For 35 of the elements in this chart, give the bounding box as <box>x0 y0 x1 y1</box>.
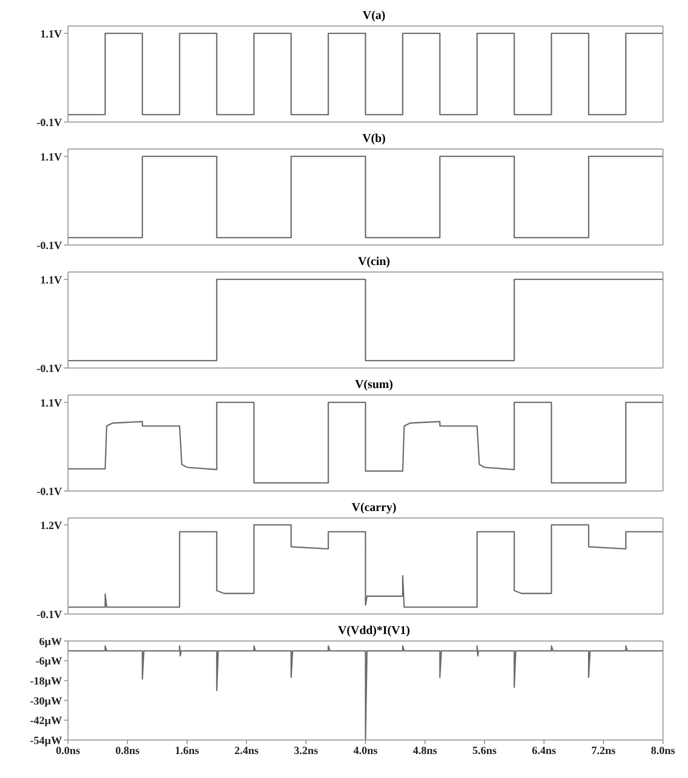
x-tick-label: 4.8ns <box>412 744 438 757</box>
y-tick-label: -0.1V <box>36 116 62 129</box>
x-tick-label: 2.4ns <box>234 744 260 757</box>
y-tick-label: -42µW <box>30 715 62 728</box>
chart-title: V(carry) <box>350 500 398 515</box>
y-tick-label: -0.1V <box>36 486 62 498</box>
y-tick-label: -0.1V <box>36 240 62 252</box>
x-tick-label: 5.6ns <box>472 744 498 757</box>
y-tick-label: -18µW <box>30 676 62 688</box>
x-tick-label: 0.0ns <box>56 744 81 757</box>
chart-title: V(sum) <box>354 377 394 392</box>
x-tick-label: 0.8ns <box>115 744 140 757</box>
chart-title: V(Vdd)*I(V1) <box>338 623 410 637</box>
y-tick-label: 1.2V <box>40 520 62 532</box>
y-tick-label: 1.1V <box>40 28 62 40</box>
chart-title: V(cin) <box>357 254 391 269</box>
y-tick-label: 1.1V <box>40 397 62 410</box>
y-tick-label: 1.1V <box>40 274 62 286</box>
y-tick-label: 6µW <box>39 636 62 648</box>
chart-title: V(a) <box>362 8 386 23</box>
line-series <box>68 524 663 608</box>
x-tick-label: 7.2ns <box>591 744 616 757</box>
y-tick-label: -6µW <box>35 656 62 668</box>
x-tick-label: 8.0ns <box>650 744 676 757</box>
y-tick-label: -54µW <box>30 734 62 747</box>
y-tick-label: -0.1V <box>36 362 62 375</box>
y-tick-label: -0.1V <box>36 608 62 621</box>
line-series <box>68 402 663 484</box>
x-tick-label: 3.2ns <box>294 744 319 757</box>
chart-title: V(b) <box>361 131 387 146</box>
y-tick-label: 1.1V <box>40 151 62 164</box>
y-tick-label: -30µW <box>30 695 62 708</box>
x-tick-label: 1.6ns <box>174 744 200 757</box>
x-tick-label: 6.4ns <box>532 744 557 757</box>
x-tick-label: 4.0ns <box>353 744 378 757</box>
